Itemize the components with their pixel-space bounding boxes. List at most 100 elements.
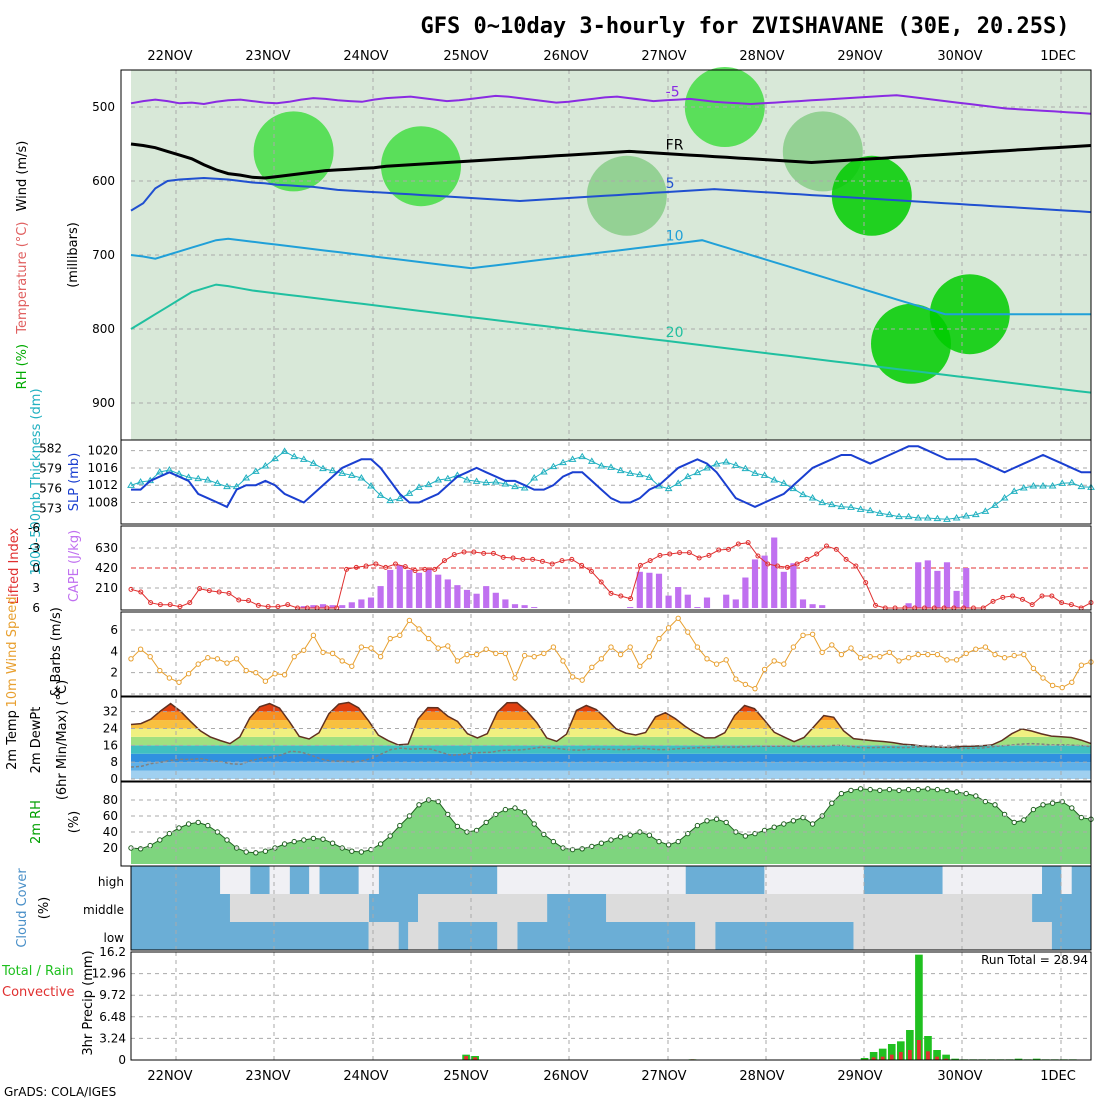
thickness-point	[664, 484, 673, 492]
thickness-point	[482, 478, 491, 486]
rh-point	[281, 841, 288, 847]
date-label-top: 30NOV	[937, 49, 982, 64]
rh-tick-label: 60	[103, 809, 118, 823]
li-point	[765, 561, 771, 567]
thickness-point	[242, 474, 251, 481]
wind-speed-point	[1030, 665, 1037, 672]
thickness-point	[213, 479, 222, 486]
wind-speed-point	[1049, 682, 1056, 689]
date-label-bottom: 1DEC	[1040, 1069, 1076, 1084]
cloud-cell	[249, 894, 261, 922]
rh-point	[992, 802, 998, 808]
rh-point	[1049, 800, 1056, 806]
li-point	[226, 590, 232, 596]
rh-point	[905, 786, 912, 793]
cloud-cell	[902, 894, 914, 922]
li-point	[1059, 600, 1065, 606]
wind-speed-point	[886, 649, 893, 656]
cape-bar	[406, 569, 413, 608]
rh-point	[617, 834, 624, 840]
cloud-cell	[447, 894, 459, 922]
rh-point	[925, 786, 931, 792]
precip-panel: 3hr Precip (mm) Total / Rain Convective …	[1, 945, 1092, 1067]
li-tick-label: 0	[32, 561, 40, 575]
cloud-cover-label: Cloud Cover	[15, 868, 30, 948]
wind-speed-point	[790, 644, 797, 650]
precip-convective-bar	[944, 1058, 949, 1060]
li-point	[628, 596, 634, 602]
cape-bar	[387, 569, 394, 608]
thickness-point	[607, 463, 615, 470]
rh-point	[185, 821, 192, 827]
wind-speed-point	[214, 656, 221, 662]
thickness-point	[904, 512, 913, 520]
cloud-cell	[497, 866, 508, 894]
temperature-contour-line	[130, 283, 1092, 394]
wind-speed-point	[800, 632, 806, 639]
cloud-cell	[279, 894, 290, 922]
thickness-point	[741, 464, 750, 472]
cloud-cell	[1031, 922, 1043, 950]
wind-speed-point	[349, 663, 355, 669]
thickness-point	[722, 458, 731, 465]
wind-speed-point	[137, 646, 144, 652]
li-point	[481, 550, 487, 556]
slp-tick-label: 1020	[87, 444, 118, 458]
thickness-point	[290, 452, 299, 460]
cloud-cell	[338, 894, 350, 922]
rh-unit-label: (%)	[67, 811, 82, 834]
cloud-cell	[378, 922, 389, 950]
slp-line	[131, 445, 1091, 509]
rh-point	[291, 838, 297, 845]
cloud-cell	[358, 866, 370, 894]
li-point	[187, 600, 193, 606]
thickness-point	[1048, 482, 1057, 489]
wind-speed-point	[195, 661, 201, 667]
wind-speed-point	[838, 651, 845, 658]
wind-speed-point	[521, 652, 528, 659]
rh-point	[137, 846, 144, 852]
cloud-cell	[764, 894, 775, 922]
cloud-cell	[863, 922, 874, 950]
cloud-cell	[665, 894, 676, 922]
wind-speed-point	[425, 635, 432, 642]
rh-point	[713, 816, 720, 822]
cloud-cell	[625, 866, 637, 894]
pressure-gridlines	[131, 70, 1091, 440]
cloud-cell	[309, 866, 320, 894]
cloud-cell	[853, 894, 864, 922]
date-label-bottom: 30NOV	[937, 1069, 982, 1084]
li-point	[667, 551, 673, 557]
wind-speed-point	[272, 671, 278, 677]
cloud-cell	[546, 866, 558, 894]
cloud-cell	[734, 894, 746, 922]
cloud-unit-label: (%)	[37, 897, 52, 920]
rh-point	[512, 805, 518, 811]
cloud-cell	[665, 866, 676, 894]
cloud-cell	[487, 894, 498, 922]
wind-speed-point	[512, 675, 518, 681]
cloud-cell	[388, 922, 399, 950]
wind-speed-point	[944, 657, 950, 663]
rh-point	[790, 818, 797, 824]
thickness-point	[616, 466, 625, 474]
cape-bar	[444, 579, 451, 608]
cloud-cell	[615, 894, 627, 922]
li-point	[657, 552, 663, 558]
precip-total-bar	[869, 1052, 878, 1060]
temperature-contour-label: -5	[666, 84, 680, 100]
thickness-point	[261, 462, 270, 469]
wind-speed-point	[809, 631, 816, 637]
thickness-point	[1058, 479, 1067, 486]
li-point	[804, 556, 810, 562]
svg-text:RH (%) Temperature (°C): RH (%) Temperature (°C) Wind (m/s)	[15, 141, 30, 390]
cloud-cell	[714, 894, 726, 922]
rh-point	[329, 840, 336, 846]
cloud-cell	[358, 894, 370, 922]
cloud-cell	[576, 866, 587, 894]
cloud-cell	[625, 894, 637, 922]
li-point	[608, 590, 614, 596]
thickness-point	[578, 452, 587, 460]
cloud-cell	[942, 866, 953, 894]
